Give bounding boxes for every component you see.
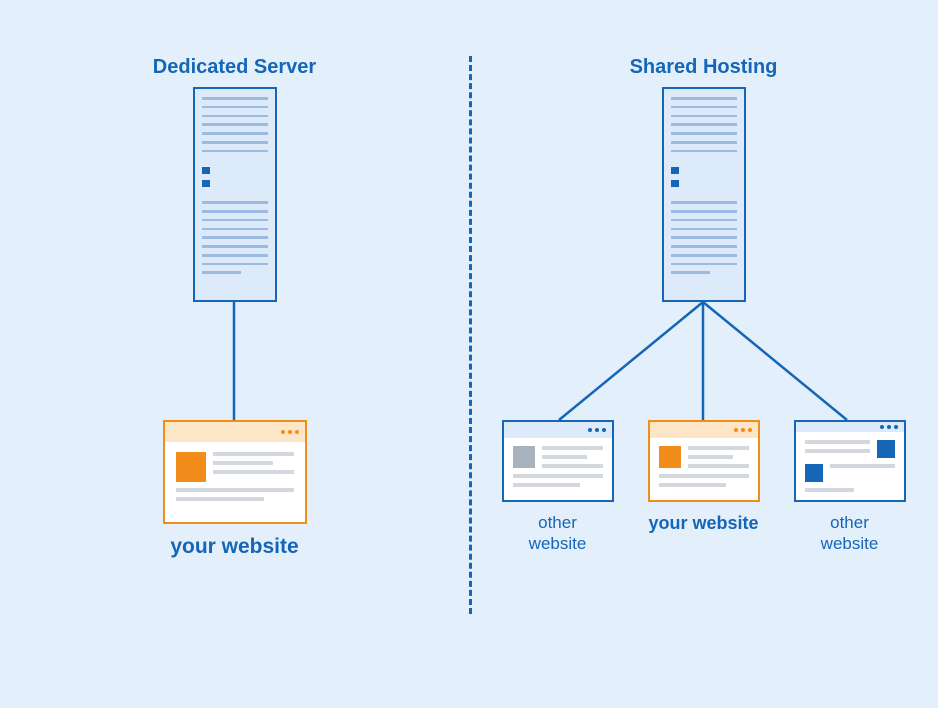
website-icon: [794, 420, 906, 502]
site-label: other website: [529, 512, 587, 555]
heading-dedicated: Dedicated Server: [0, 56, 469, 79]
site-label: your website: [170, 534, 298, 560]
website-icon: [502, 420, 614, 502]
server-icon: [193, 87, 277, 302]
site-your: your website: [163, 420, 307, 560]
website-icon: [648, 420, 760, 502]
panel-shared: Shared Hosting other website your websit…: [469, 0, 938, 708]
sites-row: other website your website other website: [469, 420, 938, 555]
website-icon: [163, 420, 307, 524]
server-icon: [662, 87, 746, 302]
site-other: other website: [502, 420, 614, 555]
site-your: your website: [648, 420, 760, 555]
site-label: other website: [821, 512, 879, 555]
panel-dedicated: Dedicated Server your website: [0, 0, 469, 708]
site-label: your website: [648, 512, 758, 535]
site-other: other website: [794, 420, 906, 555]
sites-row: your website: [0, 420, 469, 560]
heading-shared: Shared Hosting: [469, 56, 938, 79]
